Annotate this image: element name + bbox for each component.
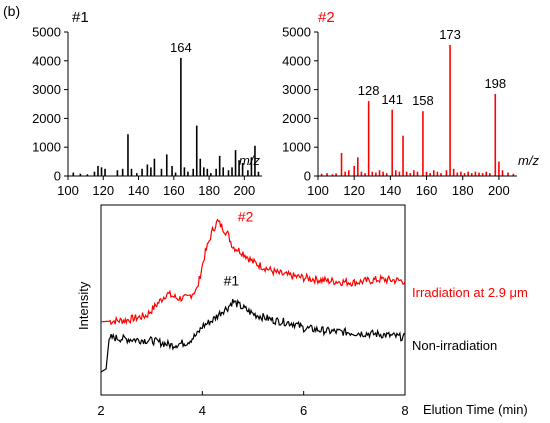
legend-non-irradiation: Non-irradiation (412, 338, 497, 353)
spectrum-1-peak-label: 164 (170, 40, 192, 55)
spectrum-2-xlabel: m/z (518, 153, 539, 168)
spectrum-2-xtick-label: 160 (416, 183, 438, 198)
chromatogram-xlabel: Elution Time (min) (423, 402, 528, 417)
spectrum-1-title: #1 (72, 9, 89, 26)
spectrum-1-ytick-label: 0 (54, 169, 61, 184)
chromatogram-xtick-label: 4 (199, 403, 206, 418)
spectrum-2-xtick-label: 120 (343, 183, 365, 198)
chromatogram-xtick-label: 2 (97, 403, 104, 418)
spectrum-2-xtick-label: 180 (452, 183, 474, 198)
spectrum-2-title: #2 (318, 9, 335, 26)
chromatogram-peak-label-2: #1 (224, 273, 240, 289)
chromatogram-frame (100, 204, 406, 396)
spectrum-2-ytick-label: 1000 (282, 140, 311, 155)
chromatogram-line-2 (100, 298, 406, 373)
chromatogram-series: #2 #1 (100, 208, 406, 373)
chromatogram: #2 #1 2 4 6 8 Intensity Elution Time (min) I… (76, 204, 528, 418)
spectrum-2-xtick-label: 100 (307, 183, 329, 198)
spectrum-2-ytick-label: 2000 (282, 111, 311, 126)
spectrum-1: #1 164 0 1000 2000 3000 4000 5000 100 120 140 160… (32, 9, 262, 198)
spectrum-1-axes: 0 1000 2000 3000 4000 5000 100 120 140 160 180 200 (32, 25, 262, 198)
spectrum-2-peak-label: 128 (358, 83, 380, 98)
spectrum-1-ytick-label: 4000 (32, 53, 61, 68)
spectrum-1-xtick-label: 160 (163, 183, 185, 198)
spectrum-1-xlabel: m/z (239, 153, 260, 168)
spectrum-2-ytick-label: 3000 (282, 82, 311, 97)
chromatogram-line-1 (100, 218, 406, 326)
spectrum-1-xtick-label: 180 (198, 183, 220, 198)
spectrum-2-ytick-label: 4000 (282, 53, 311, 68)
spectrum-1-ytick-label: 1000 (32, 140, 61, 155)
spectrum-1-ytick-label: 3000 (32, 82, 61, 97)
spectrum-2-ytick-label: 5000 (282, 25, 311, 40)
legend-irradiation: Irradiation at 2.9 μm (412, 285, 528, 300)
chromatogram-xtick-label: 8 (401, 403, 408, 418)
spectrum-2-ytick-label: 0 (304, 169, 311, 184)
spectrum-2-xtick-label: 140 (380, 183, 402, 198)
chromatogram-ticks: 2 4 6 8 (97, 391, 409, 418)
chromatogram-ylabel: Intensity (76, 281, 91, 330)
spectrum-2-axes: 0 1000 2000 3000 4000 5000 100 120 140 160 180 200 (282, 25, 517, 198)
spectrum-1-xtick-label: 120 (92, 183, 114, 198)
spectrum-2-xtick-label: 200 (488, 183, 510, 198)
spectrum-1-ytick-label: 2000 (32, 111, 61, 126)
spectrum-1-xtick-label: 200 (234, 183, 256, 198)
panel-label: (b) (3, 3, 20, 19)
spectrum-1-ytick-label: 5000 (32, 25, 61, 40)
spectrum-1-peaks: 164 (72, 40, 260, 176)
spectrum-1-xtick-label: 140 (128, 183, 150, 198)
spectrum-1-xtick-label: 100 (57, 183, 79, 198)
chromatogram-peak-label-1: #2 (238, 208, 254, 224)
chromatogram-xtick-label: 6 (300, 403, 307, 418)
spectrum-2-peak-label: 141 (381, 92, 403, 107)
spectrum-2-peak-label: 158 (412, 93, 434, 108)
spectrum-2-peak-label: 198 (484, 76, 506, 91)
spectrum-2-peak-label: 173 (439, 27, 461, 42)
